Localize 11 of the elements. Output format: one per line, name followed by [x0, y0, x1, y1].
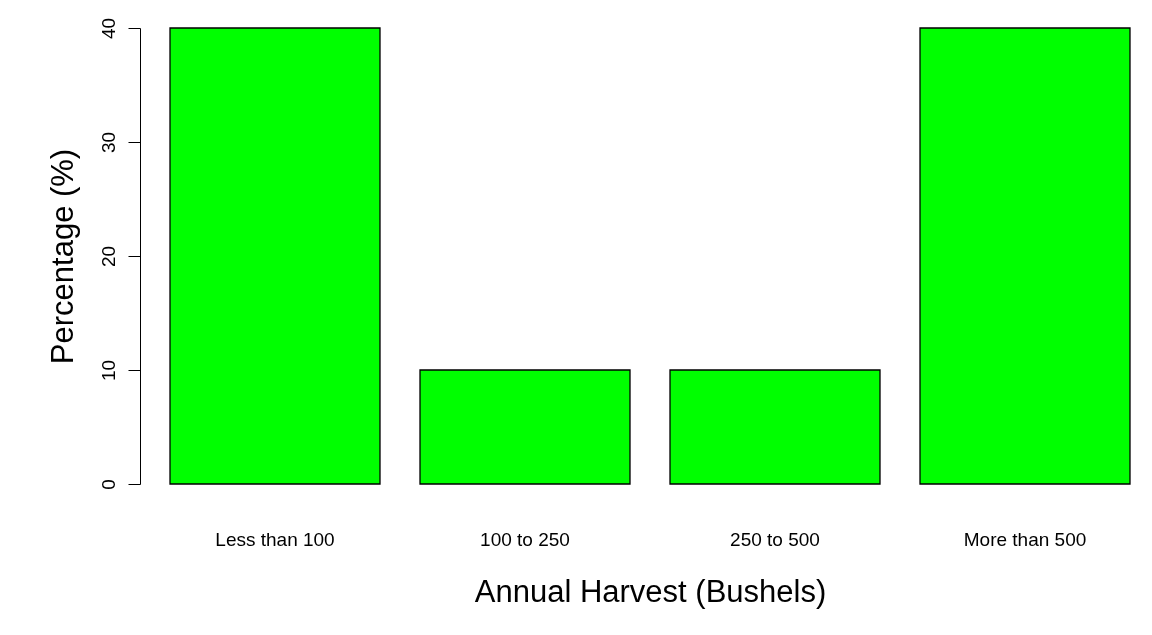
x-tick-label: More than 500 [963, 528, 1087, 550]
x-axis-title: Annual Harvest (Bushels) [474, 573, 827, 609]
y-tick-label: 20 [97, 245, 119, 268]
y-tick-label: 0 [97, 479, 119, 490]
y-tick-label: 10 [97, 359, 119, 382]
y-tick-label: 40 [97, 17, 119, 40]
x-tick-label: 100 to 250 [480, 528, 570, 550]
y-tick-label: 30 [97, 131, 119, 154]
y-axis-title: Percentage (%) [44, 148, 80, 365]
x-tick-label: Less than 100 [215, 528, 335, 550]
x-tick-label: 250 to 500 [730, 528, 820, 550]
